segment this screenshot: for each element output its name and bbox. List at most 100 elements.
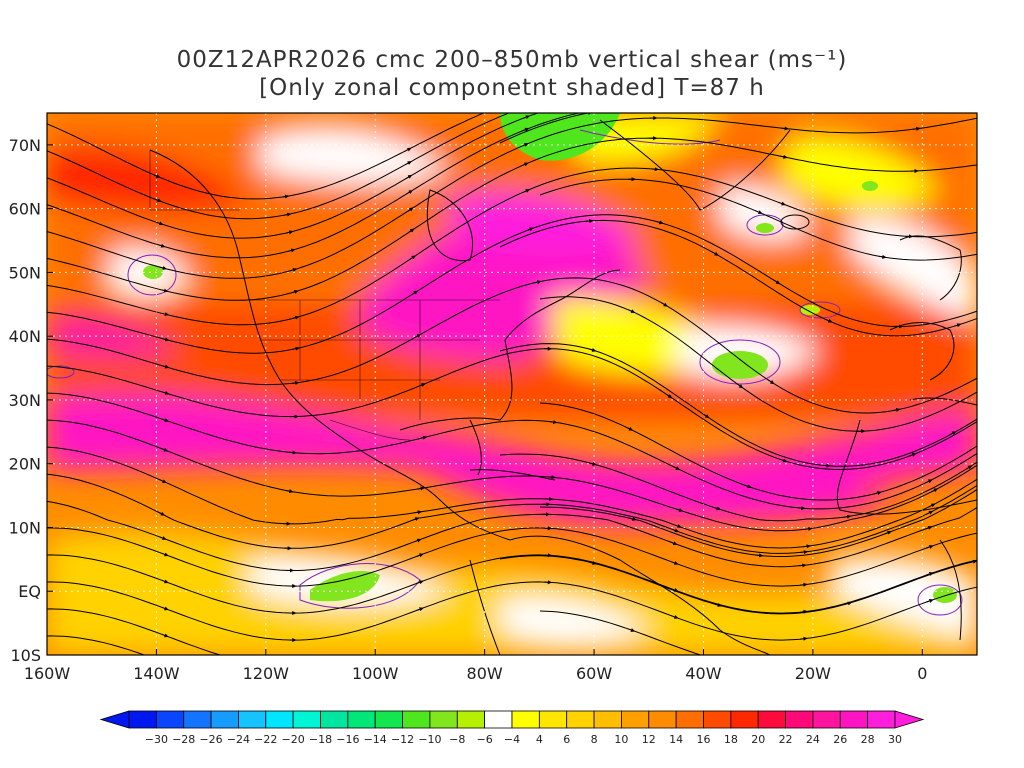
streamline-arrow (736, 383, 744, 389)
colorbar-label: 4 (536, 733, 543, 746)
streamline-arrow (627, 628, 636, 632)
streamline-arrow (655, 220, 664, 225)
streamline-arrow (844, 601, 853, 606)
streamline-arrow (928, 503, 936, 508)
streamline (499, 555, 977, 615)
colorbar-swatch (347, 710, 376, 729)
colorbar-swatch (675, 710, 704, 729)
colorbar-swatch (210, 710, 239, 729)
streamline-arrow (521, 162, 529, 167)
streamline-arrow (924, 526, 933, 530)
colorbar-label: 10 (614, 733, 628, 746)
streamline-arrow (825, 318, 833, 323)
streamline-arrow (674, 524, 682, 528)
colorbar-swatch (538, 710, 568, 729)
colorbar-swatch (183, 710, 212, 729)
streamline-arrow (874, 491, 882, 495)
streamline-arrow (416, 607, 424, 612)
streamline-arrow (588, 347, 597, 352)
lat-tick-label: EQ (18, 582, 41, 601)
colorbar-label: −20 (282, 733, 305, 746)
lon-tick-label: 80W (467, 664, 503, 683)
streamline (47, 446, 977, 549)
colorbar-swatch (402, 710, 431, 729)
streamline-arrow (291, 315, 300, 320)
colorbar-label: 24 (806, 733, 820, 746)
streamline (47, 113, 582, 259)
streamline-arrow (628, 516, 637, 521)
streamline (47, 581, 977, 641)
colorbar: −30 −28 −26 −24 −22 −20 −18 −16 −14 −12 −10 −8 −6 −4 4… (99, 710, 925, 746)
streamline-arrow (671, 528, 680, 533)
streamline-arrow (798, 563, 807, 568)
streamline (47, 527, 977, 587)
streamline-arrow (290, 289, 299, 294)
streamline-arrow (161, 312, 170, 317)
streamline-arrow (160, 288, 169, 293)
streamline (47, 608, 222, 655)
streamline-arrow (161, 337, 170, 342)
colorbar-label: 20 (751, 733, 765, 746)
colorbar-swatch (867, 710, 896, 729)
colorbar-label: −18 (309, 733, 332, 746)
streamline-arrow (406, 189, 414, 195)
streamline-arrow (521, 143, 529, 147)
streamline-arrow (416, 580, 424, 585)
streamline-arrow (285, 489, 294, 494)
streamline-arrow (804, 526, 813, 531)
streamline-arrow (154, 198, 162, 203)
streamline-arrow (965, 465, 973, 470)
streamline-arrow (407, 228, 415, 234)
lon-tick-label: 100W (352, 664, 399, 683)
streamline-arrow (153, 174, 161, 178)
streamline-arrow (671, 561, 679, 565)
colorbar-max-triangle (894, 710, 925, 729)
streamline-arrow (949, 431, 957, 436)
streamline (47, 348, 977, 471)
streamline-arrow (878, 254, 887, 259)
map-frame (46, 112, 978, 656)
streamline (499, 113, 591, 144)
colorbar-swatch (757, 710, 786, 729)
streamline-arrow (155, 221, 164, 226)
streamline-arrow (161, 390, 170, 395)
streamline-arrow (548, 475, 557, 480)
streamline-arrow (411, 517, 420, 522)
colorbar-swatch (155, 710, 185, 729)
streamline-arrow (549, 420, 558, 425)
lat-tick-label: 70N (9, 136, 41, 155)
streamline-arrow (289, 268, 298, 272)
streamline-arrow (930, 488, 939, 493)
streamline (47, 635, 146, 655)
streamline (47, 137, 977, 301)
streamline-arrow (797, 506, 806, 511)
streamline-arrow (589, 461, 597, 466)
streamline (539, 488, 977, 557)
streamline-arrow (404, 161, 413, 166)
streamline-arrow (711, 251, 719, 256)
lon-tick-label: 20W (795, 664, 831, 683)
streamline-arrow (589, 561, 598, 565)
streamline-arrow (161, 579, 169, 584)
colorbar-label: −8 (449, 733, 465, 746)
streamline-arrow (292, 346, 301, 351)
colorbar-swatch (703, 710, 732, 729)
streamline-arrow (803, 544, 812, 549)
colorbar-swatch (456, 710, 486, 729)
streamline-arrow (926, 599, 934, 603)
streamline-arrow (953, 323, 962, 328)
colorbar-label: −14 (364, 733, 387, 746)
shear-shading (47, 113, 977, 655)
colorbar-label: 16 (697, 733, 711, 746)
streamline-arrow (281, 194, 290, 199)
streamline-arrow (755, 553, 764, 558)
streamline-arrow (702, 413, 710, 419)
streamline-arrow (526, 227, 535, 232)
chart-subtitle: [Only zonal componetnt shaded] T=87 h (259, 75, 765, 101)
lon-tick-label: 160W (24, 664, 71, 683)
lat-tick-label: 30N (9, 391, 41, 410)
streamline-arrow (522, 189, 531, 193)
colorbar-label: −30 (145, 733, 168, 746)
colorbar-label: −16 (336, 733, 359, 746)
